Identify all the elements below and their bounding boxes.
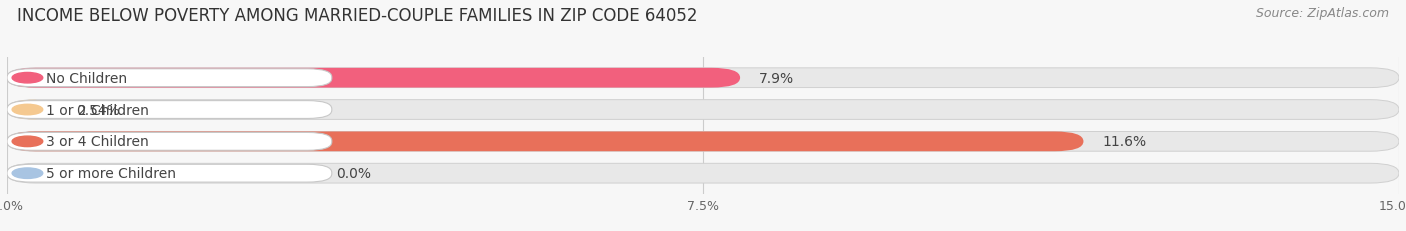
Text: No Children: No Children	[46, 71, 127, 85]
FancyBboxPatch shape	[7, 133, 332, 151]
FancyBboxPatch shape	[7, 70, 332, 87]
FancyBboxPatch shape	[7, 164, 1399, 183]
FancyBboxPatch shape	[7, 132, 1399, 152]
FancyBboxPatch shape	[7, 69, 740, 88]
Text: 0.0%: 0.0%	[336, 167, 371, 180]
FancyBboxPatch shape	[7, 101, 332, 119]
FancyBboxPatch shape	[7, 100, 58, 120]
Text: 7.9%: 7.9%	[759, 71, 794, 85]
FancyBboxPatch shape	[7, 69, 1399, 88]
Circle shape	[13, 73, 42, 84]
Text: 3 or 4 Children: 3 or 4 Children	[46, 135, 149, 149]
Circle shape	[13, 168, 42, 179]
Circle shape	[13, 137, 42, 147]
Text: INCOME BELOW POVERTY AMONG MARRIED-COUPLE FAMILIES IN ZIP CODE 64052: INCOME BELOW POVERTY AMONG MARRIED-COUPL…	[17, 7, 697, 25]
Text: 5 or more Children: 5 or more Children	[46, 167, 176, 180]
Text: 11.6%: 11.6%	[1102, 135, 1146, 149]
Circle shape	[13, 105, 42, 115]
Text: Source: ZipAtlas.com: Source: ZipAtlas.com	[1256, 7, 1389, 20]
FancyBboxPatch shape	[7, 164, 332, 182]
FancyBboxPatch shape	[7, 132, 1084, 152]
FancyBboxPatch shape	[7, 100, 1399, 120]
Text: 0.54%: 0.54%	[76, 103, 120, 117]
Text: 1 or 2 Children: 1 or 2 Children	[46, 103, 149, 117]
